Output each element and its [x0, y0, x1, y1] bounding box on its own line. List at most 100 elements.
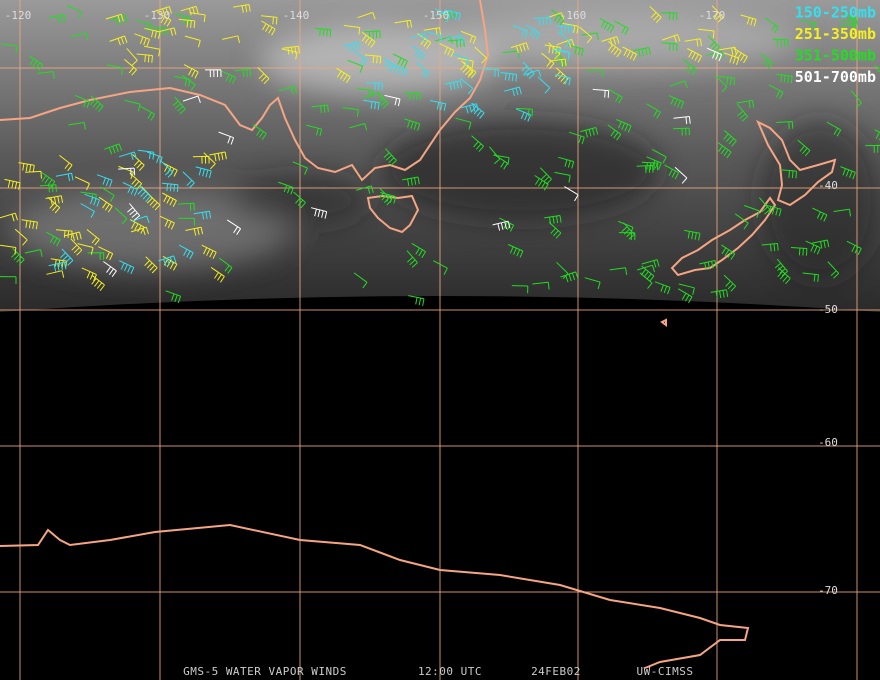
wind-barb — [363, 91, 382, 100]
wind-barb — [511, 285, 529, 294]
wind-barb — [734, 213, 749, 230]
wind-barb — [765, 204, 782, 217]
wind-barb — [568, 131, 585, 145]
wind-barb — [162, 255, 178, 271]
wind-barb — [127, 203, 141, 221]
wind-barb — [124, 99, 141, 112]
wind-barb — [516, 107, 533, 117]
legend-entry: 351-500mb — [795, 47, 876, 65]
wind-barb — [172, 96, 186, 115]
wind-barb — [417, 33, 432, 49]
wind-barb — [204, 69, 222, 78]
wind-barb — [404, 92, 421, 101]
wind-barb — [567, 44, 584, 57]
wind-barb — [827, 261, 840, 279]
wind-barb — [131, 215, 150, 224]
wind-barb — [91, 274, 105, 292]
wind-barb — [0, 276, 17, 284]
wind-barb — [489, 146, 501, 165]
wind-barb — [364, 54, 382, 64]
wind-barb — [129, 219, 145, 234]
wind-barb — [144, 256, 158, 274]
wind-barb — [646, 103, 661, 119]
wind-barb — [14, 228, 28, 246]
longitude-label: -140 — [283, 9, 310, 22]
wind-barb — [56, 229, 73, 239]
wind-barb — [1, 43, 18, 54]
wind-barb — [153, 6, 172, 16]
wind-barb — [282, 45, 300, 55]
wind-barb — [873, 65, 880, 69]
wind-barb — [226, 219, 242, 235]
wind-barb — [677, 288, 693, 304]
wind-barb — [383, 57, 398, 73]
wind-barb — [411, 242, 426, 259]
wind-barb — [802, 272, 819, 282]
wind-barb — [564, 186, 579, 202]
wind-barb — [103, 261, 117, 277]
wind-barb — [210, 266, 225, 283]
wind-barb — [147, 193, 161, 211]
wind-barb — [402, 176, 420, 187]
legend-entry: 501-700mb — [795, 68, 876, 86]
wind-barb — [562, 22, 579, 34]
wind-barb — [342, 41, 361, 52]
wind-barb — [839, 23, 857, 32]
wind-barb — [616, 119, 632, 133]
island — [660, 318, 667, 327]
wind-barb — [182, 171, 195, 189]
wind-barb — [541, 52, 555, 70]
longitude-label: -150 — [423, 9, 450, 22]
wind-barb — [98, 246, 114, 261]
longitude-label: -170 — [699, 9, 726, 22]
wind-barb — [548, 42, 561, 60]
wind-barb — [343, 25, 361, 35]
wind-barb — [614, 20, 629, 36]
wind-barb — [553, 50, 570, 60]
wind-barb — [222, 35, 240, 44]
wind-barb — [684, 38, 702, 47]
wind-barb — [711, 5, 724, 23]
wind-barb — [257, 67, 270, 85]
wind-barb — [104, 143, 123, 155]
wind-barb — [721, 244, 736, 260]
longitude-label: -160 — [560, 9, 587, 22]
wind-barb — [18, 162, 35, 173]
wind-barb — [70, 32, 89, 41]
wind-barb — [144, 27, 161, 40]
wind-barb — [21, 219, 38, 230]
wind-barb — [537, 76, 551, 94]
wind-barb — [706, 47, 723, 62]
wind-barb — [639, 272, 653, 289]
wind-barb — [218, 257, 233, 274]
wind-barb — [392, 53, 408, 68]
longitude-label: -130 — [144, 9, 171, 22]
wind-barb — [55, 172, 74, 182]
wind-barb — [159, 215, 175, 230]
wind-barb — [376, 91, 389, 109]
new-zealand-south-coast — [670, 196, 777, 277]
wind-barb — [826, 121, 842, 137]
wind-barb — [646, 156, 662, 170]
latitude-label: -40 — [818, 179, 838, 192]
wind-barb — [523, 69, 542, 77]
wind-barb — [618, 232, 636, 241]
wind-barb — [554, 74, 571, 86]
wind-barb — [158, 27, 177, 36]
wind-barb — [768, 84, 784, 99]
wind-barb — [608, 88, 623, 104]
wind-barb — [662, 34, 681, 43]
wind-barb — [507, 244, 524, 258]
wind-barb — [384, 94, 401, 107]
legend-entry: 150-250mb — [795, 4, 876, 22]
wind-barb — [178, 217, 195, 226]
latitude-label: -60 — [818, 436, 838, 449]
wind-barb — [278, 181, 294, 195]
wind-barb — [641, 259, 660, 268]
wind-barb — [0, 212, 18, 222]
wind-barb — [415, 62, 430, 79]
wind-barb — [772, 38, 789, 47]
wind-barb — [759, 52, 774, 70]
australia-coast — [0, 0, 490, 182]
wind-barb — [185, 226, 204, 236]
